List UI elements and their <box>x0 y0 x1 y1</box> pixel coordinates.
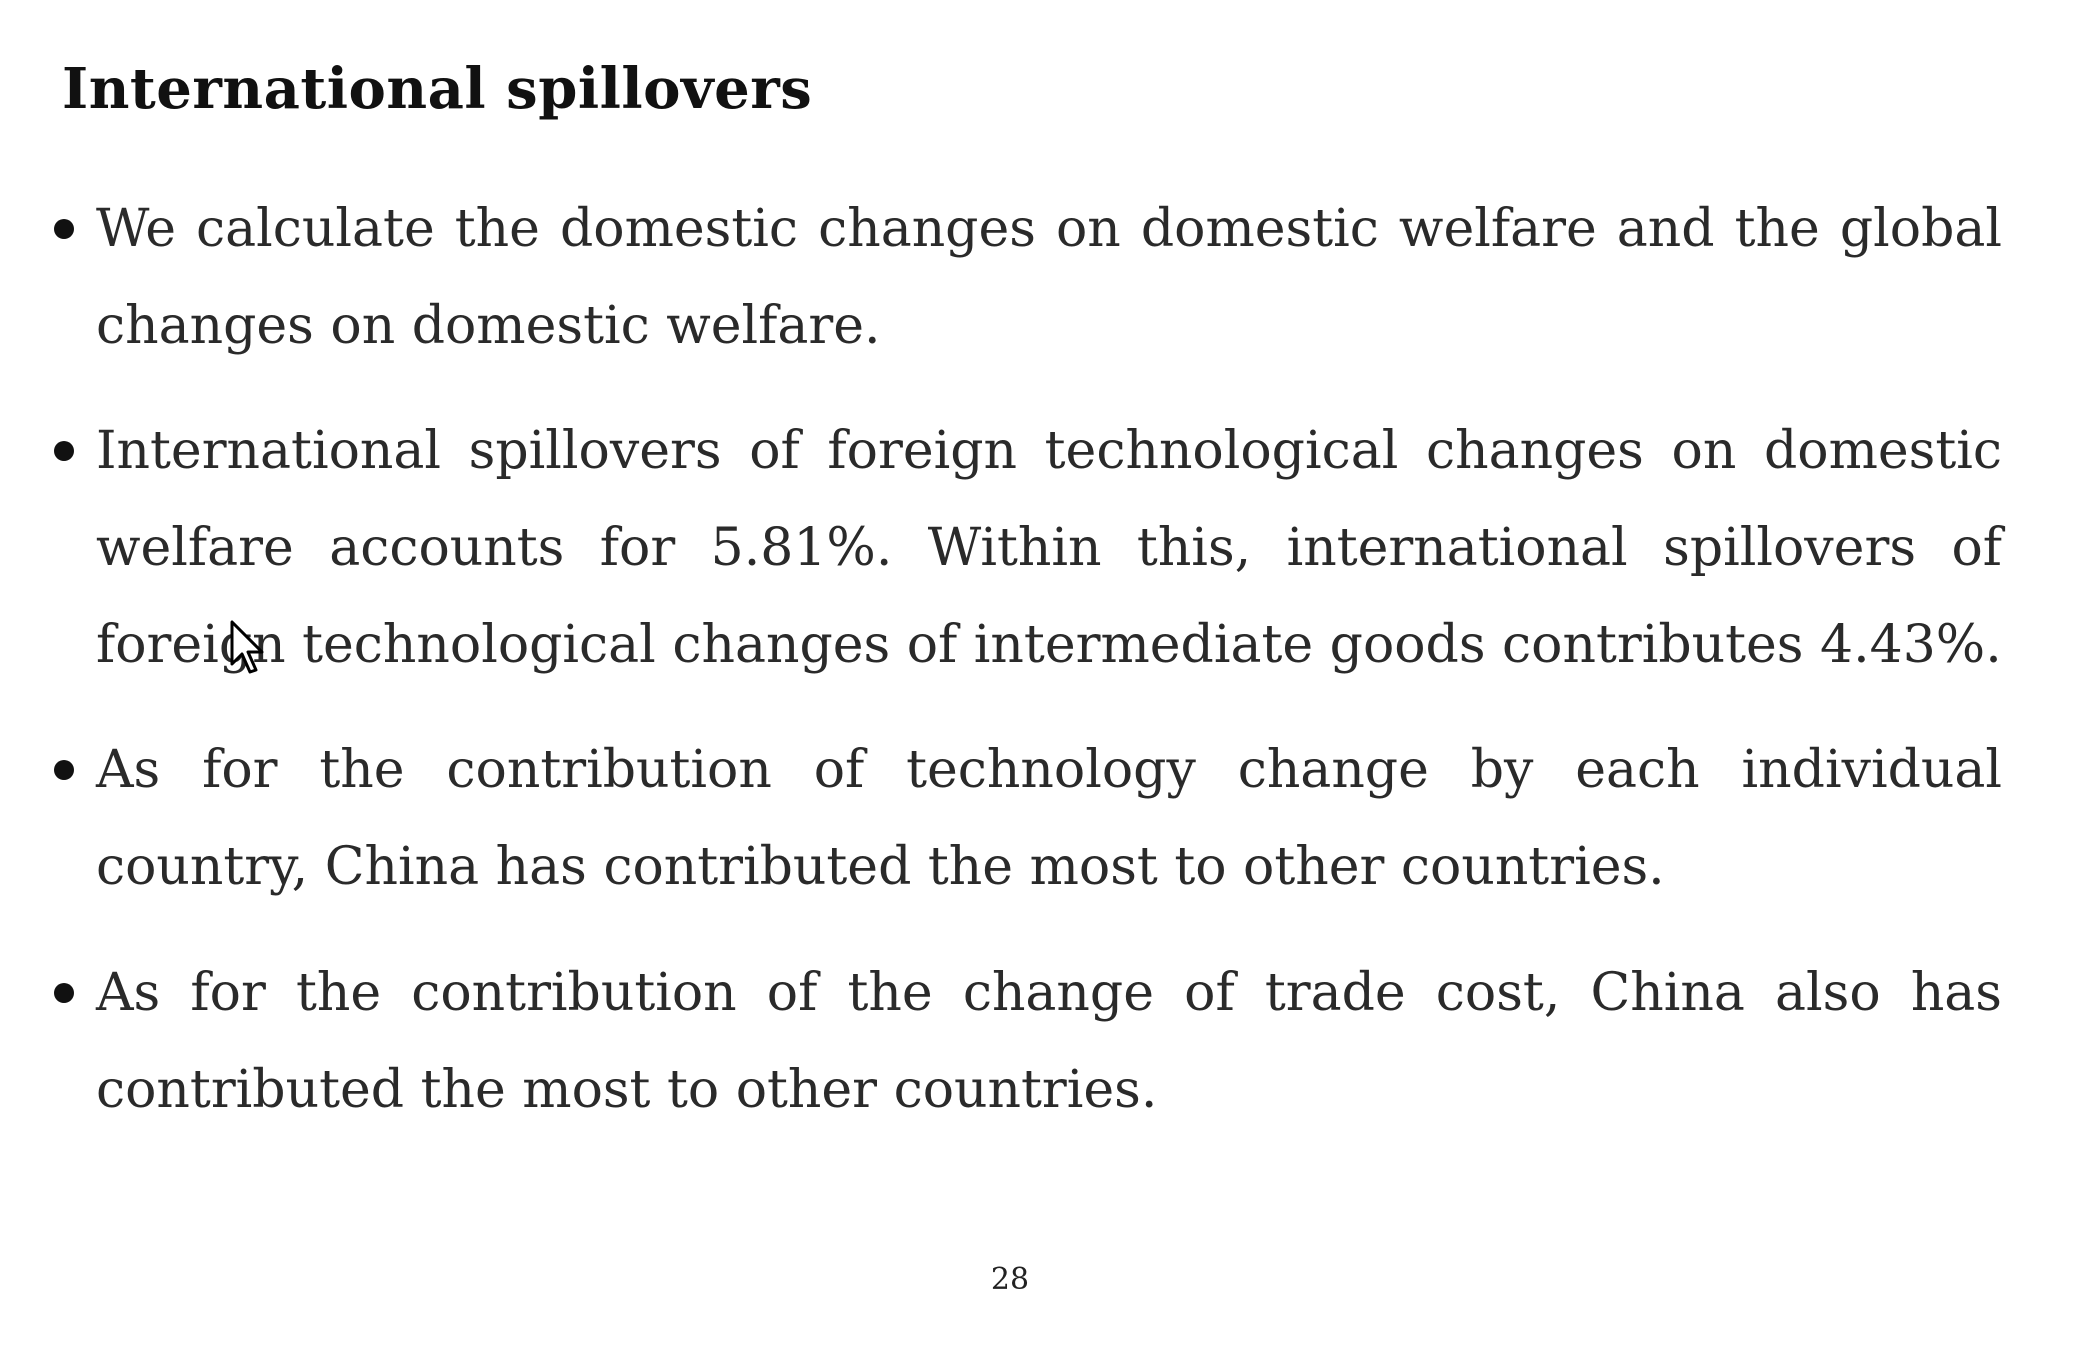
bullet-text: We calculate the domestic changes on dom… <box>96 199 2002 356</box>
bullet-item: International spillovers of foreign tech… <box>54 403 2002 694</box>
bullet-text: As for the contribution of technology ch… <box>96 740 2002 897</box>
bullet-item: We calculate the domestic changes on dom… <box>54 181 2002 375</box>
bullet-text: As for the contribution of the change of… <box>96 963 2002 1120</box>
slide-title: International spillovers <box>62 56 813 122</box>
page-number: 28 <box>990 1262 1030 1297</box>
bullet-item: As for the contribution of the change of… <box>54 945 2002 1139</box>
bullet-dot-icon <box>54 760 74 780</box>
bullet-dot-icon <box>54 441 74 461</box>
bullet-item: As for the contribution of technology ch… <box>54 722 2002 916</box>
bullet-text: International spillovers of foreign tech… <box>96 421 2002 675</box>
bullet-dot-icon <box>54 983 74 1003</box>
mouse-pointer-icon <box>230 620 264 674</box>
bullet-dot-icon <box>54 219 74 239</box>
